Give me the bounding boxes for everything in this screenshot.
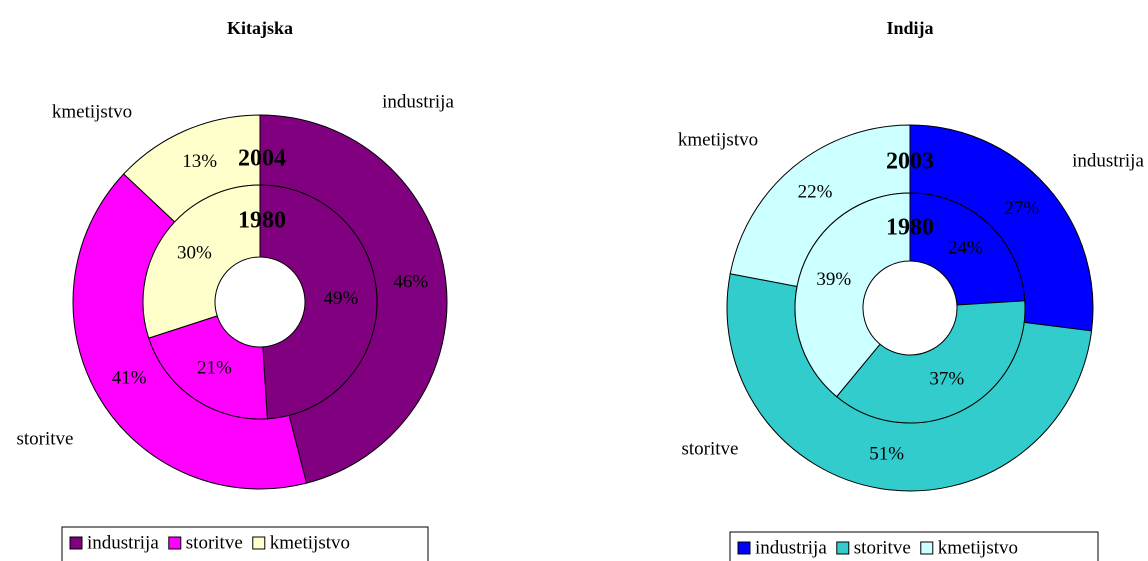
donut-slice <box>835 300 1026 424</box>
donut-slice <box>909 192 1026 306</box>
legend-swatch <box>920 541 934 555</box>
donut-slice <box>142 184 261 339</box>
category-label: storitve <box>682 438 739 459</box>
category-label: industrija <box>382 91 454 112</box>
legend-label: storitve <box>186 532 243 553</box>
ring-label: 1980 <box>886 215 934 241</box>
legend-label: kmetijstvo <box>938 537 1018 558</box>
legend-swatch <box>836 541 850 555</box>
data-label: 51% <box>869 444 904 465</box>
legend-label: industrija <box>87 532 159 553</box>
legend-label: storitve <box>854 537 911 558</box>
ring-label: 1980 <box>238 208 286 234</box>
donut-slice <box>794 192 911 398</box>
legend-label: kmetijstvo <box>270 532 350 553</box>
data-label: 30% <box>177 243 212 264</box>
chart-title: Kitajska <box>227 18 293 38</box>
data-label: 41% <box>112 368 147 389</box>
legend-swatch <box>252 536 266 550</box>
data-label: 22% <box>798 182 833 203</box>
chart-title: Indija <box>886 18 933 38</box>
category-label: storitve <box>17 428 74 449</box>
legend-swatch <box>737 541 751 555</box>
data-label: 39% <box>816 269 851 290</box>
data-label: 13% <box>182 151 217 172</box>
donut-slice <box>148 315 268 420</box>
ring-label: 2003 <box>886 149 934 175</box>
data-label: 46% <box>393 271 428 292</box>
data-label: 24% <box>948 237 983 258</box>
legend-label: industrija <box>755 537 827 558</box>
data-label: 49% <box>324 288 359 309</box>
donut-slice <box>259 184 378 420</box>
legend-swatch <box>168 536 182 550</box>
legend-box <box>729 531 1099 561</box>
ring-label: 2004 <box>238 146 286 172</box>
category-label: industrija <box>1072 150 1144 171</box>
data-label: 27% <box>1004 198 1039 219</box>
data-label: 37% <box>929 369 964 390</box>
legend-box <box>61 526 429 561</box>
category-label: kmetijstvo <box>678 129 758 150</box>
legend-swatch <box>69 536 83 550</box>
data-label: 21% <box>197 357 232 378</box>
category-label: kmetijstvo <box>52 101 132 122</box>
